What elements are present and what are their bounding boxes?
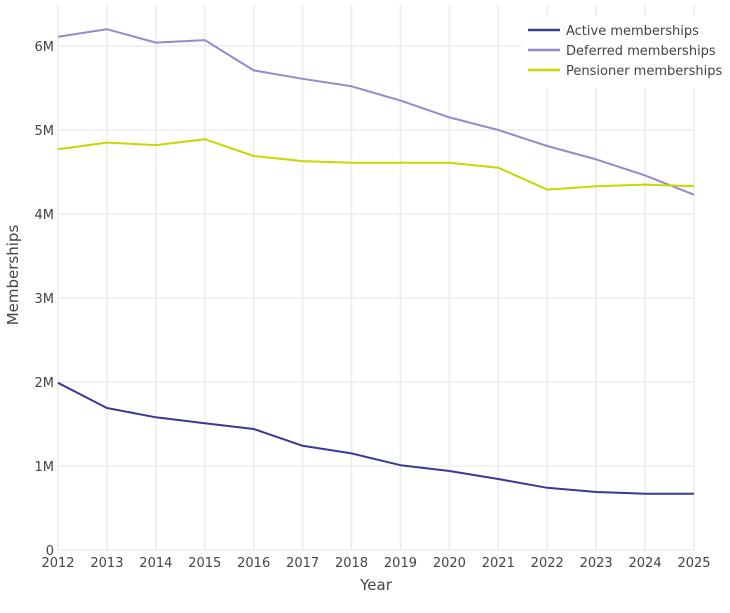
x-tick-label: 2012 — [41, 556, 74, 571]
y-tick-label: 3M — [35, 292, 55, 307]
grid — [57, 5, 695, 551]
x-tick-label: 2018 — [335, 556, 368, 571]
x-tick-label: 2020 — [433, 556, 466, 571]
y-tick-label: 2M — [35, 376, 55, 391]
legend-label: Deferred memberships — [566, 44, 716, 59]
legend-background — [522, 16, 730, 88]
x-tick-label: 2019 — [384, 556, 417, 571]
y-tick-label: 1M — [35, 460, 55, 475]
y-tick-label: 0 — [46, 544, 54, 559]
x-tick-label: 2022 — [531, 556, 564, 571]
y-axis-label: Memberships — [4, 225, 22, 326]
x-tick-label: 2016 — [237, 556, 270, 571]
series-line — [57, 28, 695, 196]
series-line — [57, 381, 694, 495]
x-tick-label: 2023 — [580, 556, 613, 571]
legend: Active memberships Deferred memberships Pe… — [522, 16, 730, 88]
y-tick-label: 5M — [35, 124, 55, 139]
y-tick-label: 6M — [35, 40, 55, 55]
x-tick-label: 2024 — [629, 556, 662, 571]
x-tick-label: 2014 — [139, 556, 172, 571]
series-lines — [57, 28, 695, 495]
x-axis-ticks: 2012 2013 2014 2015 2016 2017 2018 2019 2020 2021… — [41, 556, 710, 571]
x-tick-label: 2021 — [482, 556, 515, 571]
y-tick-label: 4M — [35, 208, 55, 223]
x-tick-label: 2015 — [188, 556, 221, 571]
y-axis-ticks: 0 1M 2M 3M 4M 5M 6M — [35, 40, 55, 559]
x-tick-label: 2013 — [90, 556, 123, 571]
x-axis-label: Year — [359, 576, 393, 594]
x-tick-label: 2017 — [286, 556, 319, 571]
series-line — [57, 138, 695, 191]
x-tick-label: 2025 — [677, 556, 710, 571]
legend-label: Active memberships — [566, 24, 699, 39]
legend-label: Pensioner memberships — [566, 64, 722, 79]
